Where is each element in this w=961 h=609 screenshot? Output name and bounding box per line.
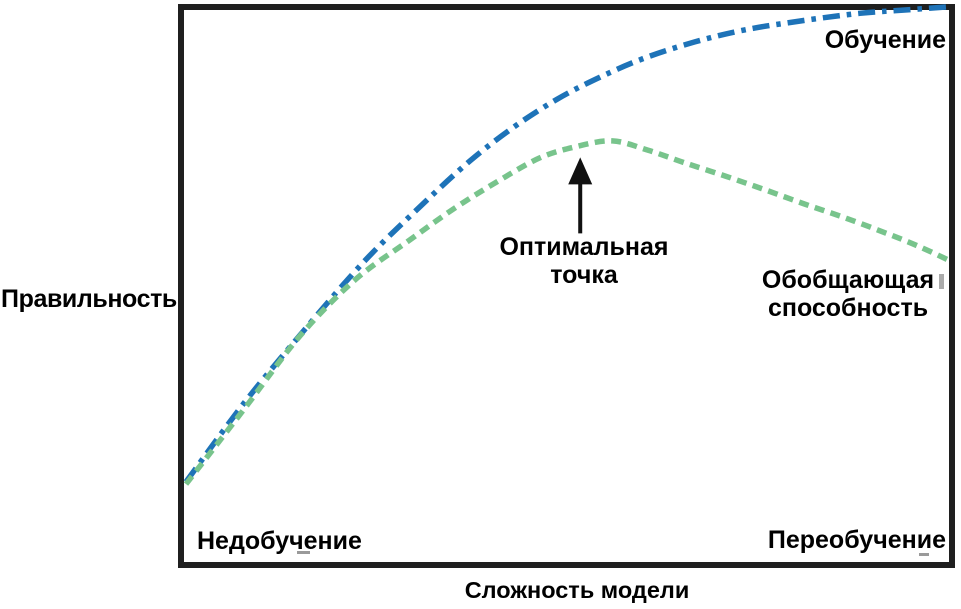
artifact-dash bbox=[919, 553, 929, 556]
arrow-head-icon bbox=[568, 157, 593, 185]
x-axis-label: Сложность модели bbox=[464, 577, 690, 603]
artifact-dash bbox=[939, 274, 944, 289]
optimal-point-label: Оптимальная точка bbox=[499, 233, 669, 289]
optimal-point-arrow bbox=[568, 157, 593, 234]
plot-area bbox=[178, 4, 955, 568]
overfitting-label: Переобучение bbox=[767, 526, 946, 554]
artifact-dash bbox=[297, 551, 310, 554]
training-curve-label: Обучение bbox=[824, 26, 946, 54]
underfitting-label: Недобучение bbox=[197, 527, 362, 555]
generalization-curve-label: Обобщающая способность bbox=[761, 266, 935, 322]
y-axis-label: Правильность bbox=[1, 285, 177, 313]
generalization-curve bbox=[183, 138, 952, 486]
training-curve bbox=[183, 3, 951, 484]
